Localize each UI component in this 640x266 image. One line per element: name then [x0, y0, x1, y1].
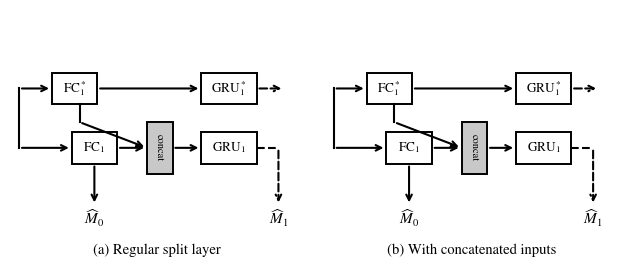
- Bar: [367, 73, 412, 104]
- Bar: [201, 73, 257, 104]
- Text: concat: concat: [470, 134, 479, 161]
- Bar: [516, 132, 572, 164]
- Bar: [516, 73, 572, 104]
- Text: $\mathrm{FC}_1$: $\mathrm{FC}_1$: [83, 140, 106, 155]
- Bar: [147, 122, 173, 174]
- Bar: [52, 73, 97, 104]
- Text: (b) With concatenated inputs: (b) With concatenated inputs: [387, 244, 556, 257]
- Text: $\mathrm{GRU}_1$: $\mathrm{GRU}_1$: [212, 140, 246, 155]
- Text: $\mathrm{FC}_1^*$: $\mathrm{FC}_1^*$: [63, 79, 86, 98]
- Text: concat: concat: [155, 134, 164, 161]
- Text: $\widehat{M}_0$: $\widehat{M}_0$: [399, 207, 419, 228]
- Text: $\widehat{M}_0$: $\widehat{M}_0$: [84, 207, 104, 228]
- Text: $\mathrm{GRU}_1^*$: $\mathrm{GRU}_1^*$: [211, 79, 247, 98]
- Text: $\mathrm{FC}_1$: $\mathrm{FC}_1$: [398, 140, 420, 155]
- Text: $\widehat{M}_1$: $\widehat{M}_1$: [269, 207, 288, 228]
- Text: $\mathrm{FC}_1^*$: $\mathrm{FC}_1^*$: [378, 79, 401, 98]
- Bar: [461, 122, 487, 174]
- Text: $\mathrm{GRU}_1$: $\mathrm{GRU}_1$: [527, 140, 561, 155]
- Text: $\mathrm{GRU}_1^*$: $\mathrm{GRU}_1^*$: [526, 79, 561, 98]
- Bar: [387, 132, 432, 164]
- Text: $\widehat{M}_1$: $\widehat{M}_1$: [584, 207, 603, 228]
- Bar: [201, 132, 257, 164]
- Text: (a) Regular split layer: (a) Regular split layer: [93, 244, 221, 257]
- Bar: [72, 132, 117, 164]
